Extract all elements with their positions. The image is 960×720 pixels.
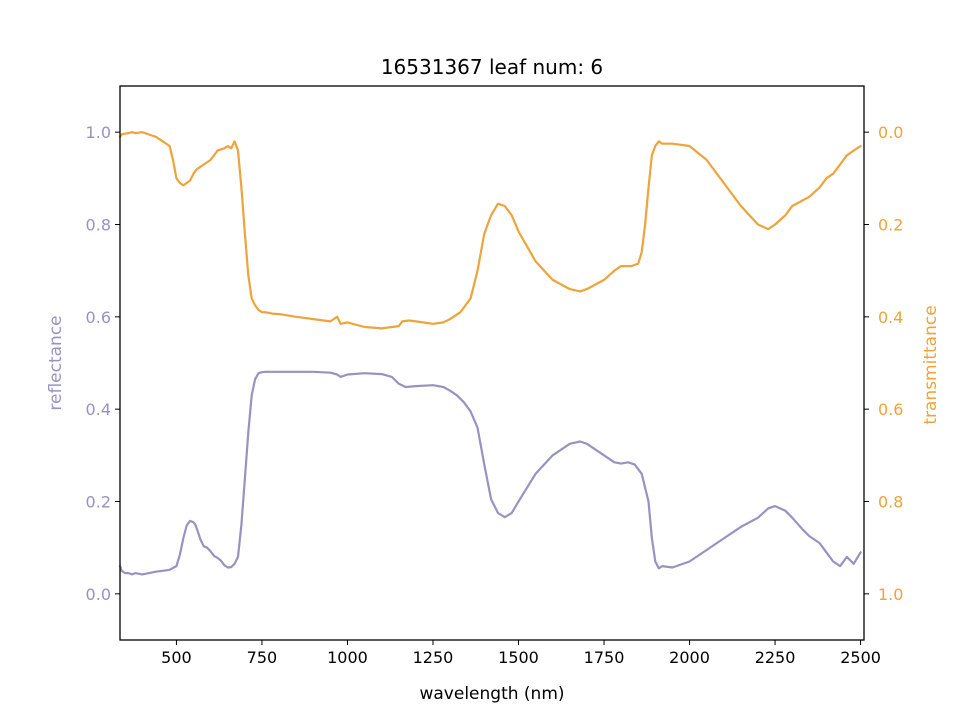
x-tick-label: 1000	[327, 648, 368, 667]
x-tick-label: 500	[161, 648, 192, 667]
y-right-tick-label: 0.2	[878, 216, 903, 235]
y-right-tick-label: 0.4	[878, 308, 903, 327]
y-left-tick-label: 0.4	[86, 400, 111, 419]
transmittance-line	[118, 131, 862, 330]
x-tick-label: 1250	[413, 648, 454, 667]
y-left-tick-label: 0.6	[86, 308, 111, 327]
y-axis-right: 0.0 0.2 0.4 0.6 0.8 1.0	[864, 123, 903, 604]
y-left-tick-label: 0.0	[86, 585, 111, 604]
x-axis-label: wavelength (nm)	[419, 684, 564, 704]
x-axis: 500 750 1000 1250 1500 1750 2000 2250 2500	[161, 640, 881, 667]
y-right-tick-label: 0.0	[878, 123, 903, 142]
y-axis-right-label: transmittance	[921, 305, 941, 424]
y-left-tick-label: 1.0	[86, 123, 111, 142]
y-axis-left: 0.0 0.2 0.4 0.6 0.8 1.0	[86, 123, 120, 604]
plot-area	[118, 131, 862, 576]
chart-title: 16531367 leaf num: 6	[381, 55, 603, 79]
y-right-tick-label: 1.0	[878, 585, 903, 604]
y-left-tick-label: 0.8	[86, 216, 111, 235]
plot-frame	[119, 85, 865, 641]
x-tick-label: 1750	[584, 648, 625, 667]
y-axis-left-label: reflectance	[46, 315, 66, 410]
x-tick-label: 2500	[840, 648, 881, 667]
reflectance-line	[118, 370, 862, 576]
x-tick-label: 1500	[498, 648, 539, 667]
x-tick-label: 2000	[669, 648, 710, 667]
y-left-tick-label: 0.2	[86, 493, 111, 512]
y-right-tick-label: 0.6	[878, 400, 903, 419]
y-right-tick-label: 0.8	[878, 493, 903, 512]
x-tick-label: 2250	[755, 648, 796, 667]
x-tick-label: 750	[247, 648, 278, 667]
